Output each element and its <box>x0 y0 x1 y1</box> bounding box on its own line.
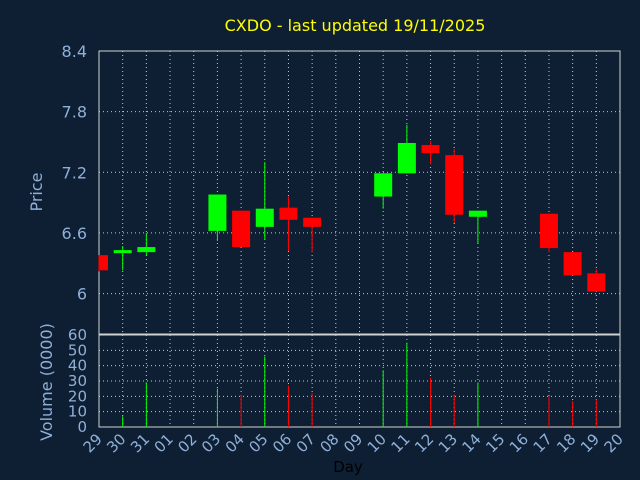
volume-tick-label: 30 <box>68 372 87 390</box>
x-tick-label: 19 <box>577 430 603 456</box>
price-tick-label: 7.8 <box>62 103 87 122</box>
x-tick-label: 01 <box>151 430 177 456</box>
chart-title: CXDO - last updated 19/11/2025 <box>225 16 486 35</box>
candle-body <box>113 250 132 254</box>
x-tick-label: 13 <box>435 430 461 456</box>
price-tick-label: 7.2 <box>62 163 87 182</box>
price-tick-label: 6.6 <box>62 224 87 243</box>
x-tick-label: 30 <box>103 430 129 456</box>
price-tick-label: 8.4 <box>62 42 87 61</box>
x-tick-label: 15 <box>482 430 508 456</box>
candle-body <box>279 207 298 220</box>
x-axis-ticks: 2930310102030405060708091011121314151617… <box>80 430 627 456</box>
x-tick-label: 12 <box>411 430 437 456</box>
x-tick-label: 10 <box>364 430 390 456</box>
x-tick-label: 08 <box>316 430 342 456</box>
candle-body <box>255 208 274 227</box>
volume-tick-label: 60 <box>68 326 87 344</box>
x-tick-label: 06 <box>269 430 295 456</box>
price-panel: 6 6.6 7.2 7.8 8.4 <box>62 42 621 335</box>
x-tick-label: 05 <box>245 430 271 456</box>
x-tick-label: 07 <box>293 430 319 456</box>
candle-body <box>397 142 416 174</box>
x-tick-label: 16 <box>506 430 532 456</box>
candle-body <box>137 247 156 253</box>
candle-body <box>303 217 322 227</box>
candle-body <box>374 173 393 197</box>
x-axis-label: Day <box>333 458 363 476</box>
volume-tick-label: 20 <box>68 387 87 405</box>
volume-tick-label: 10 <box>68 403 87 421</box>
x-tick-label: 20 <box>601 430 627 456</box>
candle-body <box>232 210 251 248</box>
volume-tick-label: 50 <box>68 341 87 359</box>
price-axis-label: Price <box>27 172 46 211</box>
candle-body <box>539 213 558 249</box>
x-tick-label: 31 <box>127 430 153 456</box>
x-tick-label: 03 <box>198 430 224 456</box>
volume-tick-label: 40 <box>68 357 87 375</box>
x-tick-label: 17 <box>530 430 556 456</box>
candle-body <box>563 252 582 276</box>
x-tick-label: 02 <box>174 430 200 456</box>
price-tick-label: 6 <box>77 285 87 304</box>
candle-body <box>445 155 464 215</box>
candle-body <box>208 194 227 231</box>
volume-axis-label: Volume (0000) <box>37 323 56 441</box>
candle-body <box>99 255 108 271</box>
x-tick-label: 04 <box>222 430 248 456</box>
candle-body <box>421 144 440 154</box>
candle-body <box>468 210 487 217</box>
candle-body <box>587 273 606 292</box>
x-tick-label: 09 <box>340 430 366 456</box>
x-tick-label: 18 <box>553 430 579 456</box>
x-tick-label: 11 <box>387 430 413 456</box>
x-tick-label: 14 <box>459 430 485 456</box>
volume-tick-label: 0 <box>77 418 87 436</box>
